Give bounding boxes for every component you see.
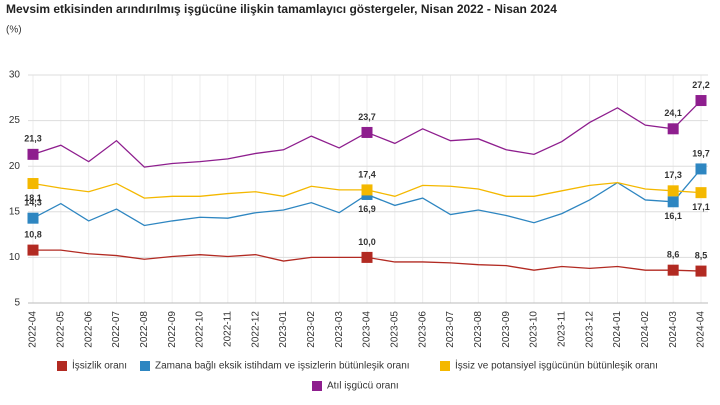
legend-label: Zamana bağlı eksik istihdam ve işsizleri… bbox=[155, 361, 410, 372]
x-tick-label: 2023-05 bbox=[389, 311, 400, 348]
data-label: 16,1 bbox=[664, 211, 682, 221]
x-tick-label: 2023-10 bbox=[529, 311, 540, 348]
data-marker bbox=[667, 264, 679, 276]
data-label: 8,5 bbox=[695, 250, 708, 260]
x-tick-label: 2023-07 bbox=[445, 311, 456, 348]
data-marker bbox=[695, 163, 707, 175]
data-marker bbox=[695, 265, 707, 277]
y-tick-label: 20 bbox=[9, 161, 21, 172]
data-label: 16,9 bbox=[358, 204, 376, 214]
data-marker bbox=[667, 185, 679, 197]
x-tick-label: 2024-02 bbox=[640, 311, 651, 348]
data-label: 10,0 bbox=[358, 237, 376, 247]
data-marker bbox=[27, 212, 39, 224]
data-marker bbox=[27, 148, 39, 160]
y-tick-label: 5 bbox=[14, 298, 20, 309]
data-label: 23,7 bbox=[358, 112, 376, 122]
legend-label: İşsiz ve potansiyel işgücünün bütünleşik… bbox=[455, 359, 658, 372]
data-marker bbox=[361, 126, 373, 138]
x-tick-label: 2023-08 bbox=[473, 311, 484, 348]
x-tick-label: 2024-04 bbox=[696, 311, 707, 348]
data-label: 17,3 bbox=[664, 170, 682, 180]
data-label: 17,1 bbox=[692, 202, 710, 212]
data-label: 18,1 bbox=[24, 193, 42, 203]
x-tick-label: 2022-10 bbox=[195, 311, 206, 348]
x-tick-label: 2023-01 bbox=[278, 311, 289, 348]
x-tick-label: 2023-11 bbox=[556, 311, 567, 347]
legend-swatch bbox=[57, 361, 67, 371]
data-label: 24,1 bbox=[664, 108, 682, 118]
data-label: 27,2 bbox=[692, 80, 710, 90]
data-label: 17,4 bbox=[358, 169, 376, 179]
x-tick-label: 2022-12 bbox=[250, 311, 261, 348]
x-tick-label: 2024-01 bbox=[612, 311, 623, 348]
x-tick-label: 2023-04 bbox=[362, 311, 373, 348]
legend-label: Atıl işgücü oranı bbox=[327, 381, 399, 392]
data-marker bbox=[361, 251, 373, 263]
chart-subtitle: (%) bbox=[6, 25, 22, 36]
x-tick-label: 2022-07 bbox=[111, 311, 122, 348]
y-tick-label: 30 bbox=[9, 70, 21, 81]
y-tick-label: 10 bbox=[9, 252, 21, 263]
y-tick-label: 15 bbox=[9, 206, 21, 217]
data-marker bbox=[695, 95, 707, 107]
data-marker bbox=[27, 244, 39, 256]
data-label: 10,8 bbox=[24, 229, 42, 239]
x-tick-label: 2023-06 bbox=[417, 311, 428, 348]
chart-title: Mevsim etkisinden arındırılmış işgücüne … bbox=[6, 2, 557, 16]
data-marker bbox=[695, 187, 707, 199]
x-tick-label: 2022-09 bbox=[167, 311, 178, 348]
x-tick-label: 2024-03 bbox=[668, 311, 679, 348]
x-tick-label: 2023-12 bbox=[584, 311, 595, 348]
data-marker bbox=[667, 123, 679, 135]
x-tick-label: 2022-06 bbox=[83, 311, 94, 348]
data-marker bbox=[667, 196, 679, 208]
data-marker bbox=[27, 178, 39, 190]
legend-swatch bbox=[140, 361, 150, 371]
x-tick-label: 2023-03 bbox=[334, 311, 345, 348]
data-marker bbox=[361, 184, 373, 196]
x-tick-label: 2022-04 bbox=[28, 311, 39, 348]
x-tick-label: 2022-05 bbox=[55, 311, 66, 348]
x-tick-label: 2023-02 bbox=[306, 311, 317, 348]
legend-swatch bbox=[312, 381, 322, 391]
legend-label: İşsizlik oranı bbox=[72, 359, 127, 372]
data-label: 14,3 bbox=[24, 198, 42, 208]
legend-swatch bbox=[440, 361, 450, 371]
data-label: 21,3 bbox=[24, 134, 42, 144]
y-tick-label: 25 bbox=[9, 115, 21, 126]
data-label: 19,7 bbox=[692, 148, 710, 158]
x-tick-label: 2023-09 bbox=[501, 311, 512, 348]
x-tick-label: 2022-08 bbox=[139, 311, 150, 348]
x-tick-label: 2022-11 bbox=[222, 311, 233, 347]
data-label: 8,6 bbox=[667, 250, 680, 260]
